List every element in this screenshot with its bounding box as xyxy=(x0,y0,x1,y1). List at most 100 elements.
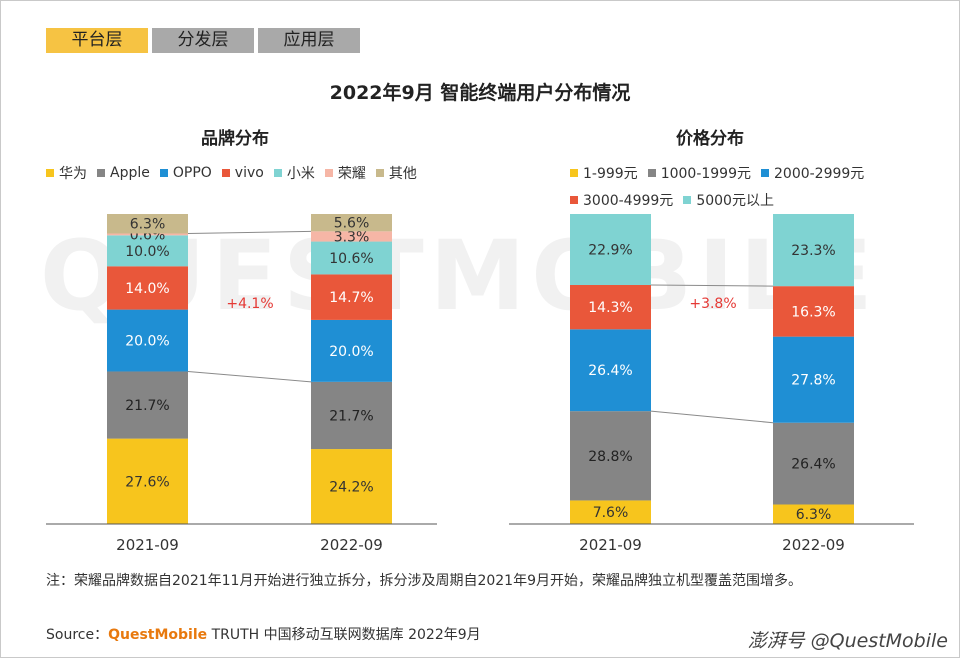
x-tick-label: 2022-09 xyxy=(782,536,845,554)
bar-segment xyxy=(570,329,651,412)
legend-swatch xyxy=(761,169,769,177)
legend-item: 5000元以上 xyxy=(683,190,774,210)
legend-item: 1-999元 xyxy=(570,163,638,183)
bar-segment xyxy=(570,411,651,501)
bar-segment xyxy=(570,214,651,285)
legend-item: 荣耀 xyxy=(324,163,366,183)
legend-item: 3000-4999元 xyxy=(570,190,673,210)
price-chart-title: 价格分布 xyxy=(676,129,744,149)
corner-watermark-handle: @QuestMobile xyxy=(810,630,948,652)
layer-tabs: 平台层 分发层 应用层 xyxy=(46,28,360,53)
bar-segment xyxy=(311,381,392,450)
bar-segment xyxy=(311,214,392,232)
bar-segment xyxy=(570,500,651,524)
legend-row: 华为 Apple OPPO vivo 小米 荣耀 其他 xyxy=(46,163,427,183)
legend-swatch xyxy=(375,169,384,177)
bar-segment xyxy=(311,449,392,524)
bar-segment xyxy=(773,336,854,423)
data-label: 21.7% xyxy=(125,398,169,414)
bar-segment xyxy=(773,214,854,287)
x-tick-label: 2022-09 xyxy=(320,536,383,554)
source-prefix: Source： xyxy=(46,627,109,643)
legend-item: 1000-1999元 xyxy=(647,163,751,183)
data-label: 10.6% xyxy=(329,251,373,267)
data-label: 28.8% xyxy=(588,449,632,465)
data-label: 20.0% xyxy=(125,334,169,350)
legend-item: 其他 xyxy=(375,163,417,183)
bar-segment xyxy=(107,438,188,524)
data-label: 20.0% xyxy=(329,344,373,360)
legend-item: 小米 xyxy=(273,163,315,183)
legend-label: 华为 xyxy=(59,166,87,182)
bar-segment xyxy=(311,241,392,275)
tab-platform-layer[interactable]: 平台层 xyxy=(46,28,148,53)
legend-swatch xyxy=(324,169,333,177)
source-detail: TRUTH 中国移动互联网数据库 2022年9月 xyxy=(207,627,481,643)
data-label: 22.9% xyxy=(588,242,632,258)
bar-segment xyxy=(570,284,651,330)
tab-distribution-layer[interactable]: 分发层 xyxy=(152,28,254,53)
legend-swatch xyxy=(159,169,168,177)
data-label: 14.0% xyxy=(125,281,169,297)
legend-label: Apple xyxy=(110,165,150,181)
data-label: 27.6% xyxy=(125,474,169,490)
data-label: 3.3% xyxy=(334,229,370,245)
legend-label: vivo xyxy=(234,165,264,181)
legend-swatch xyxy=(683,196,692,204)
data-label: 5.6% xyxy=(334,216,370,232)
legend-label: 3000-4999元 xyxy=(583,193,674,209)
data-label: 26.4% xyxy=(791,457,835,473)
bar-segment xyxy=(773,504,854,524)
data-label: 6.3% xyxy=(796,507,832,523)
data-label: 14.3% xyxy=(588,300,632,316)
connector-line xyxy=(650,410,774,424)
connector-line xyxy=(187,230,312,234)
page-title: 2022年9月 智能终端用户分布情况 xyxy=(329,82,631,104)
legend-item: OPPO xyxy=(159,163,212,183)
source-brand: QuestMobile xyxy=(108,627,208,643)
legend-label: 1-999元 xyxy=(583,166,638,182)
legend-swatch xyxy=(570,196,578,204)
corner-watermark-logo: 澎湃号 xyxy=(747,630,805,652)
growth-annotation: +3.8% xyxy=(689,296,736,312)
legend-row: 3000-4999元 5000元以上 xyxy=(570,190,900,210)
brand-legend: 华为 Apple OPPO vivo 小米 荣耀 其他 xyxy=(46,163,427,183)
legend-swatch xyxy=(570,169,578,177)
data-label: 23.3% xyxy=(791,243,835,259)
bar-segment xyxy=(107,233,188,236)
data-label: 24.2% xyxy=(329,480,373,496)
legend-swatch xyxy=(647,169,656,177)
data-label: 7.6% xyxy=(593,505,629,521)
legend-item: Apple xyxy=(97,163,150,183)
data-label: 27.8% xyxy=(791,373,835,389)
data-label: 21.7% xyxy=(329,408,373,424)
legend-swatch xyxy=(46,169,54,177)
legend-label: OPPO xyxy=(172,165,212,181)
bar-segment xyxy=(107,371,188,439)
legend-label: 荣耀 xyxy=(337,166,366,182)
bar-segment xyxy=(773,286,854,337)
bar-segment xyxy=(311,231,392,242)
legend-item: 华为 xyxy=(46,163,87,183)
data-label: 14.7% xyxy=(329,290,373,306)
growth-annotation: +4.1% xyxy=(226,296,273,312)
bar-segment xyxy=(107,235,188,267)
legend-row: 1-999元 1000-1999元 2000-2999元 xyxy=(570,163,900,183)
data-label: 10.0% xyxy=(125,244,169,260)
legend-item: vivo xyxy=(221,163,264,183)
legend-swatch xyxy=(273,169,282,177)
bar-segment xyxy=(773,422,854,505)
data-label: 6.3% xyxy=(130,217,166,233)
data-label: 26.4% xyxy=(588,363,632,379)
brand-chart-title: 品牌分布 xyxy=(201,129,269,149)
corner-watermark: 澎湃号 @QuestMobile xyxy=(748,626,948,653)
legend-swatch xyxy=(97,169,105,177)
tab-application-layer[interactable]: 应用层 xyxy=(258,28,360,53)
legend-label: 其他 xyxy=(388,166,417,182)
legend-label: 1000-1999元 xyxy=(660,166,751,182)
bar-segment xyxy=(107,266,188,310)
footnote: 注：荣耀品牌数据自2021年11月开始进行独立拆分，拆分涉及周期自2021年9月… xyxy=(46,573,802,589)
legend-label: 小米 xyxy=(286,166,315,182)
bar-segment xyxy=(107,214,188,234)
bar-segment xyxy=(107,309,188,372)
